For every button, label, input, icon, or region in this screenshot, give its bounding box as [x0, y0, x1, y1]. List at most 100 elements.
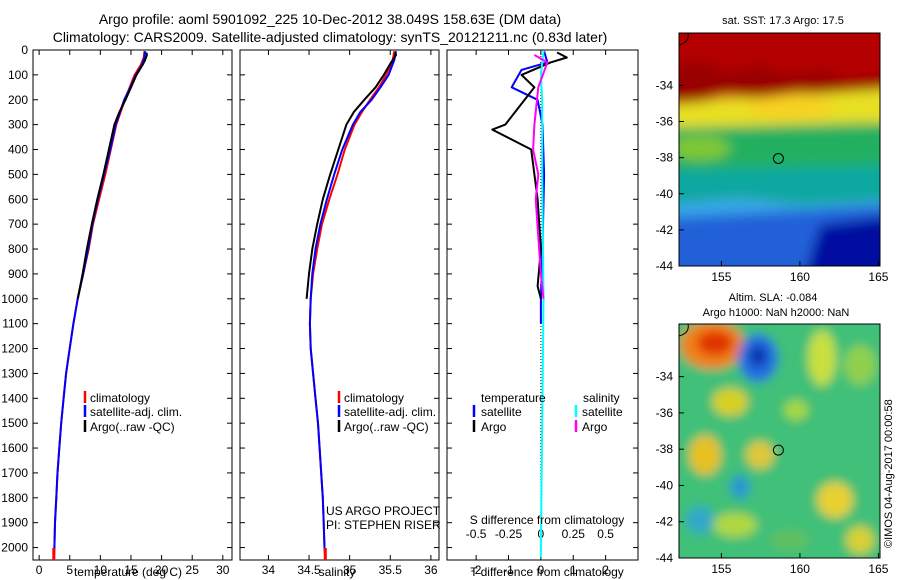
- x-tick-label: 30: [216, 563, 230, 577]
- x-tick-label: 10: [94, 563, 108, 577]
- pi-credit: PI: STEPHEN RISER: [326, 518, 441, 532]
- s-tick-label: -0.5: [466, 527, 487, 541]
- map-y-tick-label: -36: [656, 406, 674, 420]
- salinity-axis-label: salinity: [319, 565, 356, 579]
- sla-map-axes: 155 160 165 -34 -36 -38 -40 -42 -44: [656, 370, 889, 576]
- y-tick-label: 1500: [1, 416, 28, 430]
- salinity-profile-panel: 34 34.5 35 35.5 36 salinity climatology sate…: [239, 49, 441, 579]
- salinity-legend: climatology satellite-adj. clim. Argo(..…: [337, 391, 436, 434]
- x-tick-label: 5: [66, 563, 73, 577]
- x-tick-label: 0: [538, 563, 545, 577]
- y-tick-label: 500: [8, 167, 28, 181]
- x-tick-label: -1: [503, 563, 514, 577]
- sst-map-frame: [678, 32, 881, 267]
- map-x-tick-label: 160: [790, 270, 810, 284]
- x-tick-label: 2: [602, 563, 609, 577]
- y-tick-label: 1800: [1, 491, 28, 505]
- sla-map-subtitle: Argo h1000: NaN h2000: NaN: [703, 307, 850, 319]
- map-x-tick-label: 160: [790, 562, 810, 576]
- sst-field: [679, 33, 880, 266]
- map-x-tick-label: 155: [711, 562, 731, 576]
- x-tick-label: 15: [124, 563, 138, 577]
- legend-argo: Argo(..raw -QC): [90, 420, 175, 434]
- x-tick-label: 36: [424, 563, 438, 577]
- float-location-marker: [772, 153, 784, 164]
- temperature-profile-panel: 0100200300400500600700800900100011001200…: [1, 43, 233, 579]
- sst-map-panel: sat. SST: 17.3 Argo: 17.5 155 160 165 -34 -3…: [656, 15, 889, 284]
- y-tick-label: 200: [8, 93, 28, 107]
- temperature-plot-frame: [32, 49, 233, 561]
- map-y-tick-label: -34: [656, 78, 674, 92]
- figure-title-line2: Climatology: CARS2009. Satellite-adjuste…: [53, 29, 608, 45]
- legend-salinity-title: salinity: [583, 391, 620, 405]
- salinity-x-axis: 34 34.5 35 35.5 36: [240, 49, 439, 577]
- depth-axis: 0 100 200 300 400 500 600 700 800 900 1000 1100 1200…: [1, 43, 232, 555]
- salinity-satellite-adj-clim--line: [308, 51, 397, 558]
- legend-t-argo: Argo: [481, 420, 507, 434]
- s-tick-label: 0.25: [562, 527, 586, 541]
- y-tick-label: 1000: [1, 292, 28, 306]
- legend-climatology: climatology: [90, 391, 150, 405]
- y-tick-label: 0: [21, 43, 28, 57]
- s-difference-axis-label: S difference from climatology: [470, 513, 625, 527]
- x-tick-label: 34: [262, 563, 276, 577]
- t-difference-axis-label: T difference from climatology: [470, 565, 624, 579]
- temperature-legend: climatology satellite-adj. clim. Argo(..…: [83, 391, 182, 434]
- map-y-tick-label: -40: [656, 478, 674, 492]
- x-tick-label: 1: [570, 563, 577, 577]
- temperature-series: [52, 51, 148, 560]
- legend-argo: Argo(..raw -QC): [344, 420, 429, 434]
- y-tick-label: 600: [8, 192, 28, 206]
- sla-map-panel: Altim. SLA: -0.084 Argo h1000: NaN h2000…: [656, 292, 889, 576]
- sla-map-title: Altim. SLA: -0.084: [729, 292, 818, 304]
- y-tick-label: 1100: [2, 317, 28, 331]
- figure-title-line1: Argo profile: aoml 5901092_225 10-Dec-20…: [99, 11, 561, 27]
- y-tick-label: 1600: [1, 441, 28, 455]
- x-tick-label: 35: [343, 563, 357, 577]
- x-tick-label: 25: [186, 563, 200, 577]
- map-y-tick-label: -38: [656, 442, 674, 456]
- salinity-series: [305, 51, 397, 560]
- temperature-axis-label: temperature (deg C): [74, 565, 182, 579]
- difference-series: [491, 50, 568, 558]
- legend-satellite: satellite-adj. clim.: [344, 405, 436, 419]
- x-tick-label: 34.5: [297, 563, 321, 577]
- sla-coastline: [678, 323, 689, 337]
- map-x-tick-label: 165: [868, 562, 888, 576]
- legend-s-argo: Argo: [582, 420, 608, 434]
- sst-map-axes: 155 160 165 -34 -36 -38 -40 -42 -44: [656, 78, 889, 284]
- map-y-tick-label: -34: [656, 370, 674, 384]
- legend-s-satellite: satellite: [582, 405, 623, 419]
- map-y-tick-label: -38: [656, 151, 674, 165]
- s-tick-label: 0.5: [597, 527, 614, 541]
- y-tick-label: 800: [8, 242, 28, 256]
- x-tick-label: 0: [36, 563, 43, 577]
- map-y-tick-label: -42: [656, 515, 674, 529]
- x-tick-label: -2: [471, 563, 482, 577]
- imos-watermark: ©IMOS 04-Aug-2017 00:00:58: [883, 399, 895, 548]
- legend-t-satellite: satellite: [481, 405, 522, 419]
- project-credit: US ARGO PROJECT: [326, 504, 441, 518]
- s-tick-label: -0.25: [495, 527, 523, 541]
- temperature-argo-raw-qc--line: [76, 52, 148, 299]
- y-tick-label: 1300: [1, 366, 28, 380]
- map-y-tick-label: -40: [656, 187, 674, 201]
- map-x-tick-label: 165: [868, 270, 888, 284]
- difference-legend: temperature salinity satellite Argo sate…: [472, 391, 623, 434]
- temperature-x-axis: 0 5 10 15 20 25 30: [36, 50, 230, 577]
- float-location-marker: [772, 444, 784, 456]
- y-tick-label: 400: [8, 143, 28, 157]
- y-tick-label: 1700: [1, 466, 28, 480]
- map-y-tick-label: -42: [656, 223, 674, 237]
- x-tick-label: 20: [155, 563, 169, 577]
- y-tick-label: 1400: [1, 391, 28, 405]
- legend-satellite: satellite-adj. clim.: [90, 405, 182, 419]
- x-tick-label: 35.5: [379, 563, 403, 577]
- y-tick-label: 300: [8, 118, 28, 132]
- y-tick-label: 900: [8, 267, 28, 281]
- sla-map-frame: [678, 323, 881, 559]
- sla-field: [679, 324, 880, 558]
- y-tick-label: 2000: [1, 541, 28, 555]
